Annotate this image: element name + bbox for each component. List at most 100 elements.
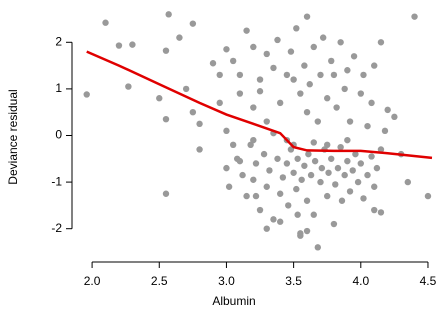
point [250,136,257,144]
x-tick-label: 2.5 [151,274,168,288]
point [247,141,254,149]
point [328,155,335,162]
point [250,43,257,51]
point [250,104,257,111]
point [252,160,260,167]
y-tick-label: -1 [51,174,62,188]
point [223,46,230,53]
point [256,76,264,83]
point [294,211,301,218]
smooth-line [86,50,433,160]
point [328,57,335,65]
point [337,39,344,46]
point [360,195,367,202]
point [310,43,317,51]
point [162,47,170,54]
x-tick-label: 2.0 [84,274,101,288]
point [310,139,317,146]
x-tick-label: 4.5 [420,274,436,288]
point [307,171,315,179]
point [236,90,244,97]
point [297,232,304,239]
point [306,81,313,88]
point [344,67,351,74]
point [305,150,312,158]
point [350,53,358,60]
point [319,34,327,41]
point [381,127,389,135]
point [371,62,378,69]
point [384,106,391,114]
point [311,157,319,165]
point [250,176,257,183]
point [318,164,326,172]
point [303,227,311,235]
point [337,143,344,151]
point [189,108,197,116]
point [317,71,324,79]
point [274,36,281,44]
point [346,118,354,125]
point [317,178,324,186]
point [279,174,287,181]
point [377,146,385,153]
point [287,146,295,153]
point [352,150,359,158]
point [290,76,297,83]
point [102,19,109,26]
point [256,88,264,95]
point [314,244,322,251]
point [357,90,364,97]
point [189,20,197,27]
point [411,13,418,20]
point [301,62,308,69]
point [330,71,338,79]
point [404,178,412,186]
point [344,157,351,165]
point [263,183,270,190]
point [209,60,217,67]
point [276,218,284,225]
point [162,190,170,197]
point [294,155,301,162]
point [298,176,305,183]
point [338,197,346,204]
x-tick-label: 4.0 [352,274,369,288]
point [270,216,277,223]
point [371,183,378,190]
point [297,90,304,97]
point [236,71,244,79]
point [115,42,123,49]
point [371,206,378,214]
point [324,192,331,200]
point [225,183,233,190]
point [332,181,339,188]
x-axis-label: Albumin [212,294,255,308]
point [165,11,172,18]
point [252,192,260,200]
point [303,108,311,116]
point [260,150,268,158]
point [310,211,317,218]
point [325,169,332,176]
point [182,85,190,93]
point [364,171,371,179]
point [341,171,348,179]
point [344,136,351,144]
point [266,167,273,174]
point [216,71,223,79]
point [256,206,264,214]
point [125,83,132,90]
point [333,104,340,111]
point [293,25,300,32]
point [236,157,244,165]
point [346,188,354,195]
point [341,85,348,93]
point [368,153,375,160]
x-tick-label: 3.0 [218,274,235,288]
point [303,197,311,204]
y-tick-label: 0 [55,128,62,142]
point [424,192,432,200]
point [196,120,203,128]
point [274,155,281,162]
